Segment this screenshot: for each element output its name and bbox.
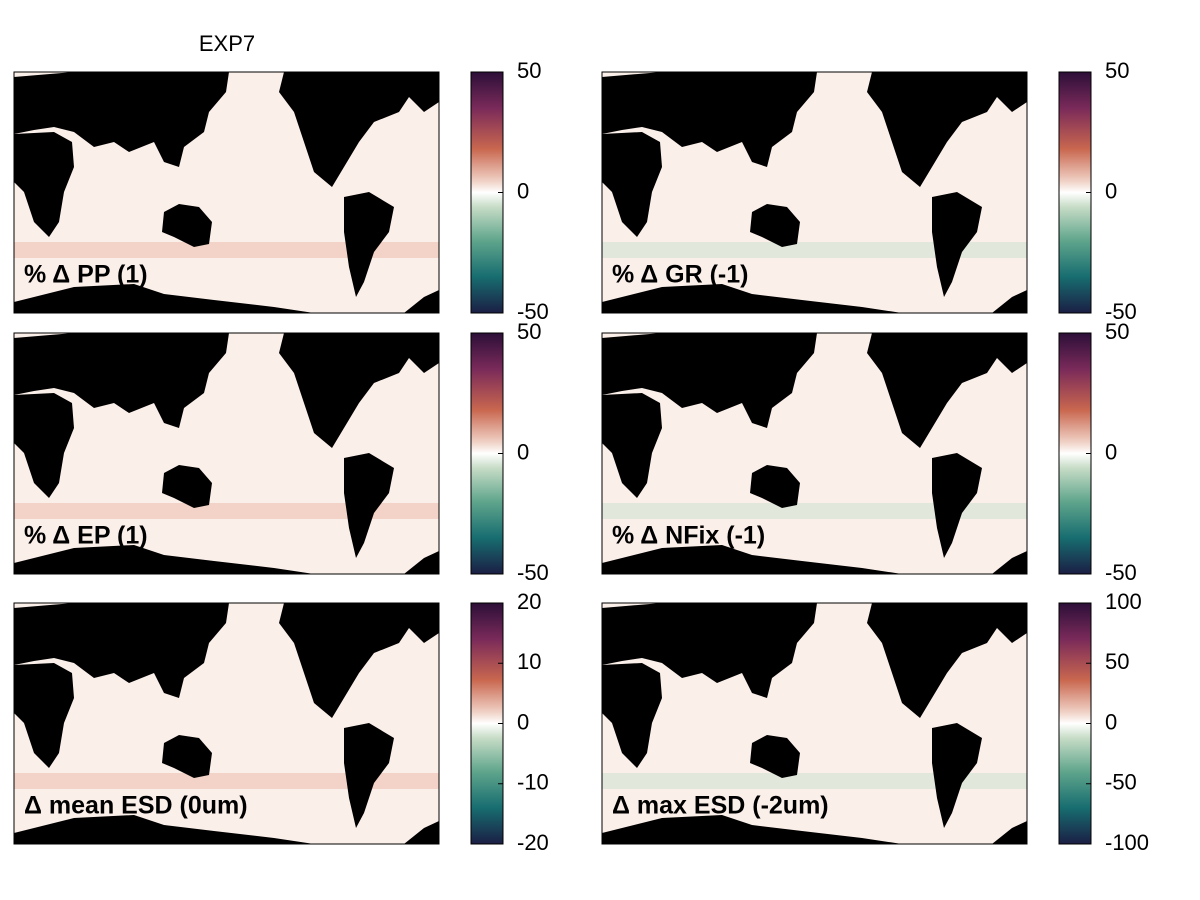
- map-band: [14, 773, 439, 789]
- map-frame: [13, 71, 440, 314]
- colorbar-tick-label: 50: [1105, 58, 1129, 83]
- map-frame: [601, 71, 1028, 314]
- colorbar-tick-label: 100: [1105, 589, 1142, 614]
- colorbar: [1058, 332, 1092, 575]
- colorbar-tick-label: 20: [517, 589, 541, 614]
- map-frame: [601, 332, 1028, 575]
- colorbar-tick-label: 50: [517, 319, 541, 344]
- colorbar-tick-label: 0: [1105, 178, 1117, 203]
- panel-label: % Δ PP (1): [24, 261, 148, 289]
- map-frame: [601, 602, 1028, 845]
- colorbar-tick-label: 50: [1105, 649, 1129, 674]
- colorbar-tick-label: -50: [517, 560, 549, 585]
- colorbar: [1058, 71, 1092, 314]
- colorbar-tick-label: -50: [1105, 770, 1137, 795]
- colorbar-tick-label: 0: [517, 439, 529, 464]
- map-band: [602, 503, 1027, 519]
- colorbar-tick-label: 0: [1105, 439, 1117, 464]
- map-band: [14, 503, 439, 519]
- colorbar-tick-label: -100: [1105, 830, 1149, 855]
- colorbar-tick-label: -50: [517, 299, 549, 324]
- colorbar-tick-label: 0: [1105, 709, 1117, 734]
- colorbar: [470, 332, 504, 575]
- map-frame: [13, 332, 440, 575]
- colorbar-tick-label: -50: [1105, 299, 1137, 324]
- colorbar-tick-label: -20: [517, 830, 549, 855]
- colorbar: [470, 71, 504, 314]
- panel-label: % Δ NFix (-1): [612, 522, 765, 550]
- colorbar-tick-label: -50: [1105, 560, 1137, 585]
- map-frame: [13, 602, 440, 845]
- colorbar-tick-label: 50: [517, 58, 541, 83]
- colorbar-tick-label: -10: [517, 770, 549, 795]
- panel-label: Δ mean ESD (0um): [24, 792, 248, 820]
- panel-label: % Δ GR (-1): [612, 261, 749, 289]
- panel-label: Δ max ESD (-2um): [612, 792, 829, 820]
- colorbar-tick-label: 50: [1105, 319, 1129, 344]
- map-band: [602, 242, 1027, 258]
- colorbar-tick-label: 10: [517, 649, 541, 674]
- panel-label: % Δ EP (1): [24, 522, 148, 550]
- colorbar-tick-label: 0: [517, 709, 529, 734]
- map-band: [602, 773, 1027, 789]
- figure-title: EXP7: [199, 31, 255, 56]
- map-band: [14, 242, 439, 258]
- colorbar-tick-label: 0: [517, 178, 529, 203]
